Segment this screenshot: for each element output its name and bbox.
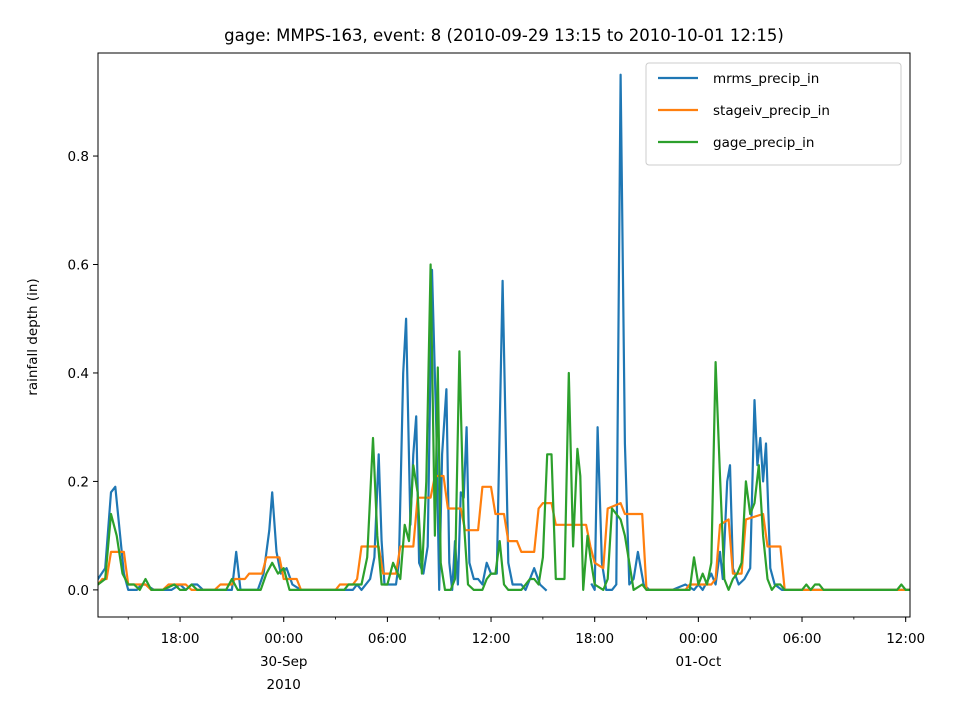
y-axis-label: rainfall depth (in) — [25, 278, 41, 395]
legend-label-mrms_precip_in: mrms_precip_in — [713, 71, 819, 87]
series-line-stageiv_precip_in — [98, 474, 910, 591]
x-tick-label: 06:00 — [368, 631, 407, 647]
y-tick-label: 0.6 — [68, 258, 89, 274]
x-tick-label: 00:00 30-Sep 2010 — [260, 631, 308, 693]
x-tick-label: 18:00 — [161, 631, 200, 647]
y-tick-label: 0.0 — [68, 583, 89, 599]
x-tick-label: 06:00 — [783, 631, 822, 647]
series-layer — [98, 73, 910, 592]
x-tick-label: 12:00 — [886, 631, 925, 647]
y-tick-label: 0.4 — [68, 366, 89, 382]
x-tick-label: 00:00 01-Oct — [675, 631, 721, 670]
chart-title: gage: MMPS-163, event: 8 (2010-09-29 13:… — [224, 26, 784, 45]
y-tick-label: 0.8 — [68, 149, 89, 165]
series-line-gage_precip_in — [98, 263, 910, 591]
plot-frame — [97, 52, 911, 618]
legend-frame — [645, 62, 902, 166]
legend-label-gage_precip_in: gage_precip_in — [713, 135, 814, 151]
x-tick-label: 12:00 — [472, 631, 511, 647]
axes-layer: 0.0 0.2 0.4 0.6 0.8 18:00 00:00 30-Sep 2010 06:00… — [68, 52, 925, 693]
y-tick-label: 0.2 — [68, 474, 89, 490]
legend: mrms_precip_in stageiv_precip_in gage_prec… — [645, 62, 902, 166]
x-tick-label: 18:00 — [575, 631, 614, 647]
legend-label-stageiv_precip_in: stageiv_precip_in — [713, 103, 830, 119]
